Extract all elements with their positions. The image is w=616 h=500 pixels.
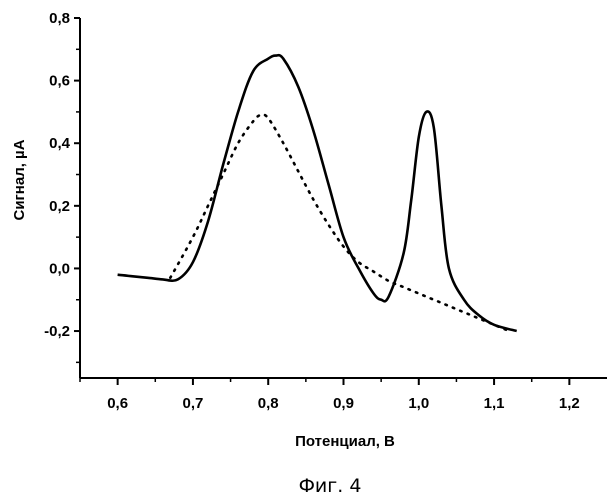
figure-caption: Фиг. 4 bbox=[299, 475, 362, 497]
series-line-solid bbox=[118, 55, 517, 331]
y-tick-label: 0,6 bbox=[49, 73, 70, 90]
x-tick-label: 1,1 bbox=[484, 395, 505, 412]
x-tick-label: 1,2 bbox=[559, 395, 580, 412]
x-axis-title: Потенциал, В bbox=[295, 433, 395, 450]
x-tick-label: 0,8 bbox=[258, 395, 279, 412]
series-layer bbox=[118, 55, 517, 331]
x-tick-label: 0,7 bbox=[182, 395, 203, 412]
y-tick-label: 0,8 bbox=[49, 10, 70, 27]
y-tick-label: -0,2 bbox=[44, 323, 70, 340]
y-tick-label: 0,2 bbox=[49, 198, 70, 215]
x-axis: 0,6 0,7 0,8 0,9 1,0 1,1 1,2 bbox=[80, 378, 607, 412]
x-tick-label: 0,9 bbox=[333, 395, 354, 412]
x-tick-label: 0,6 bbox=[107, 395, 128, 412]
y-tick-label: 0,0 bbox=[49, 260, 70, 277]
y-axis-title: Сигнал, µA bbox=[11, 139, 28, 220]
y-tick-label: 0,4 bbox=[49, 135, 71, 152]
y-axis: -0,2 0,0 0,2 0,4 0,6 0,8 bbox=[44, 10, 80, 378]
x-tick-label: 1,0 bbox=[408, 395, 429, 412]
